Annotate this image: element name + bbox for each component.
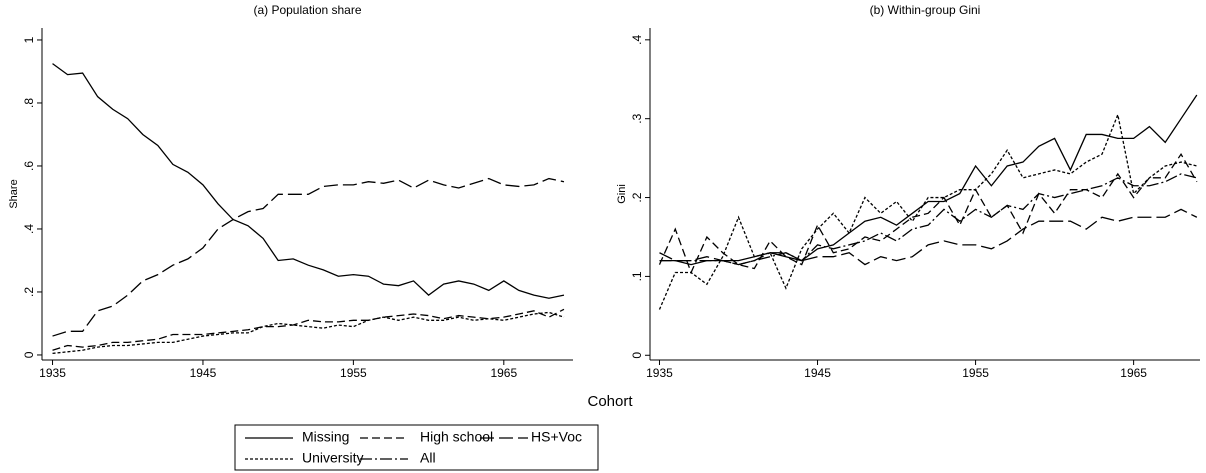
x-tick-label: 1945 (190, 366, 217, 380)
x-tick-label: 1965 (1120, 366, 1147, 380)
y-tick-label: .6 (22, 161, 36, 171)
series-line (659, 208, 1198, 266)
y-axis-title: Share (8, 179, 20, 208)
legend-label: All (420, 450, 436, 466)
series-line (659, 173, 1197, 266)
chart-title: (a) Population share (253, 3, 361, 17)
series-line (52, 311, 565, 355)
x-tick-label: 1945 (804, 366, 831, 380)
y-tick-label: .2 (630, 192, 644, 202)
legend-label: University (302, 450, 363, 466)
legend-box (234, 424, 599, 471)
y-tick-label: 0 (630, 352, 644, 359)
legend-label: Missing (302, 429, 349, 445)
series-line (52, 177, 565, 337)
series-line (52, 63, 565, 299)
series-line (659, 94, 1198, 266)
series-line (658, 152, 1198, 275)
series-line (658, 112, 1197, 310)
legend-label: HS+Voc (531, 429, 582, 445)
y-tick-label: .3 (630, 113, 644, 123)
y-tick-label: .4 (22, 224, 36, 234)
chart-title: (b) Within-group Gini (870, 3, 981, 17)
x-axis-title: Cohort (587, 393, 633, 410)
x-tick-label: 1935 (646, 366, 673, 380)
series-line (52, 308, 565, 351)
y-tick-label: 0 (22, 351, 36, 358)
y-tick-label: .8 (22, 98, 36, 108)
x-tick-label: 1935 (39, 366, 66, 380)
y-tick-label: .2 (22, 287, 36, 297)
y-axis-title: Gini (616, 184, 628, 204)
y-tick-label: 1 (22, 36, 36, 43)
y-tick-label: .1 (630, 271, 644, 281)
x-tick-label: 1955 (962, 366, 989, 380)
y-tick-label: .4 (630, 35, 644, 45)
x-tick-label: 1955 (340, 366, 367, 380)
legend-label: High school (420, 429, 493, 445)
x-tick-label: 1965 (490, 366, 517, 380)
